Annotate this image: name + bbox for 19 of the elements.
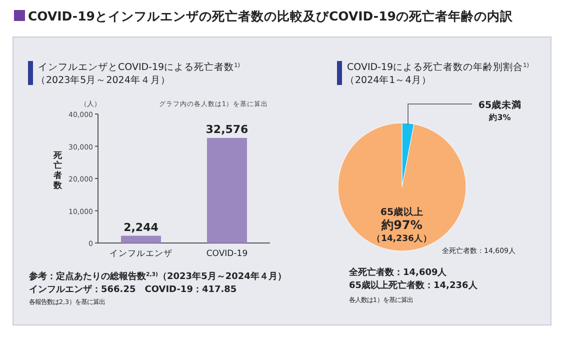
data-label: 約97% [380, 218, 422, 232]
x-tick-label: インフルエンザ [110, 248, 172, 259]
text: 65歳以上死亡者数：14,236人 [349, 280, 478, 291]
data-label: 32,576 [206, 122, 249, 136]
chart-subtitle: （2023年5月～2024年４月） [36, 74, 170, 86]
text: インフルエンザ：566.25 COVID-19：417.85 [29, 284, 237, 295]
data-label: 約3% [488, 113, 511, 122]
y-axis-title: 死亡者数 [52, 150, 64, 191]
slice-label: 65歳未満 [478, 99, 522, 111]
chart-title: インフルエンザとCOVID-19による死亡者数$^{1)}$ [38, 61, 240, 73]
slice-label: 65歳以上 [380, 206, 424, 218]
data-label: 2,244 [124, 220, 159, 234]
chart-title: COVID-19による死亡者数の年齢別割合$^{1)}$ [347, 61, 529, 73]
text: （14,236人） [372, 233, 432, 244]
text: 参考：定点あたりの総報告数$^{2,3)}$（2023年5月～2024年４月） [28, 271, 286, 282]
text: 全死亡者数：14,609人 [348, 267, 448, 278]
x-tick-label: COVID-19 [206, 249, 248, 259]
chart-subtitle: （2024年1～4月） [345, 74, 432, 86]
text: COVID-19とインフルエンザの死亡者数の比較及びCOVID-19の死亡者年齢の内訳 [28, 8, 514, 24]
